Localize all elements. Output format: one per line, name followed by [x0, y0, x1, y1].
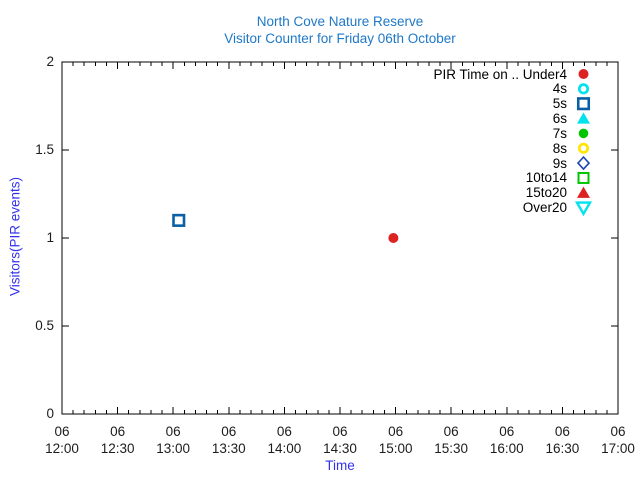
x-tick-label: 06 14:30	[323, 424, 357, 456]
legend-label-8s: 8s	[552, 140, 567, 156]
legend-marker-7s	[578, 128, 589, 139]
data-point-under4	[388, 233, 399, 243]
legend-marker-8s	[577, 142, 590, 154]
legend-marker-5s	[576, 97, 591, 111]
legend-marker-under4	[578, 69, 589, 79]
legend-label-10to14: 10to14	[525, 170, 567, 186]
y-tick-label: 1.5	[35, 142, 54, 157]
x-tick-label: 06 13:00	[156, 424, 191, 456]
x-tick-label: 06 16:30	[545, 424, 580, 456]
x-tick-label: 06 15:00	[378, 424, 413, 456]
y-tick-label: 1	[46, 230, 54, 245]
legend-marker-over20	[574, 201, 593, 217]
legend-label-over20: Over20	[522, 200, 567, 216]
legend-label-4s: 4s	[552, 81, 567, 97]
y-tick-label: 2	[46, 54, 54, 69]
legend-label-6s: 6s	[552, 111, 567, 127]
legend-marker-9s	[576, 155, 591, 171]
legend-label-5s: 5s	[552, 96, 567, 112]
x-tick-label: 06 16:00	[489, 424, 524, 456]
legend-marker-4s	[577, 83, 590, 95]
x-tick-label: 06 14:00	[267, 424, 302, 456]
legend-label-9s: 9s	[552, 155, 567, 171]
chart-title-line2: Visitor Counter for Friday 06th October	[224, 31, 456, 46]
legend-marker-15to20	[577, 186, 590, 198]
x-tick-label: 06 15:30	[434, 424, 469, 456]
y-tick-label: 0	[46, 406, 54, 421]
legend-marker-6s	[577, 112, 590, 124]
legend-label-15to20: 15to20	[525, 185, 567, 201]
legend-label-under4: PIR Time on .. Under4	[433, 66, 567, 82]
legend-marker-10to14	[577, 171, 590, 184]
plot-border	[61, 61, 619, 415]
data-point-5s	[172, 213, 186, 227]
x-tick-label: 06 13:30	[211, 424, 246, 456]
chart-title-line1: North Cove Nature Reserve	[256, 14, 424, 29]
x-tick-label: 06 12:30	[100, 424, 135, 456]
y-tick-label: 0.5	[35, 318, 54, 333]
x-axis-title: Time	[325, 458, 355, 473]
x-tick-label: 06 17:00	[601, 424, 635, 456]
x-tick-label: 06 12:00	[45, 424, 79, 456]
legend-label-7s: 7s	[552, 125, 567, 141]
chart-title: North Cove Nature Reserve Visitor Counte…	[62, 13, 618, 47]
